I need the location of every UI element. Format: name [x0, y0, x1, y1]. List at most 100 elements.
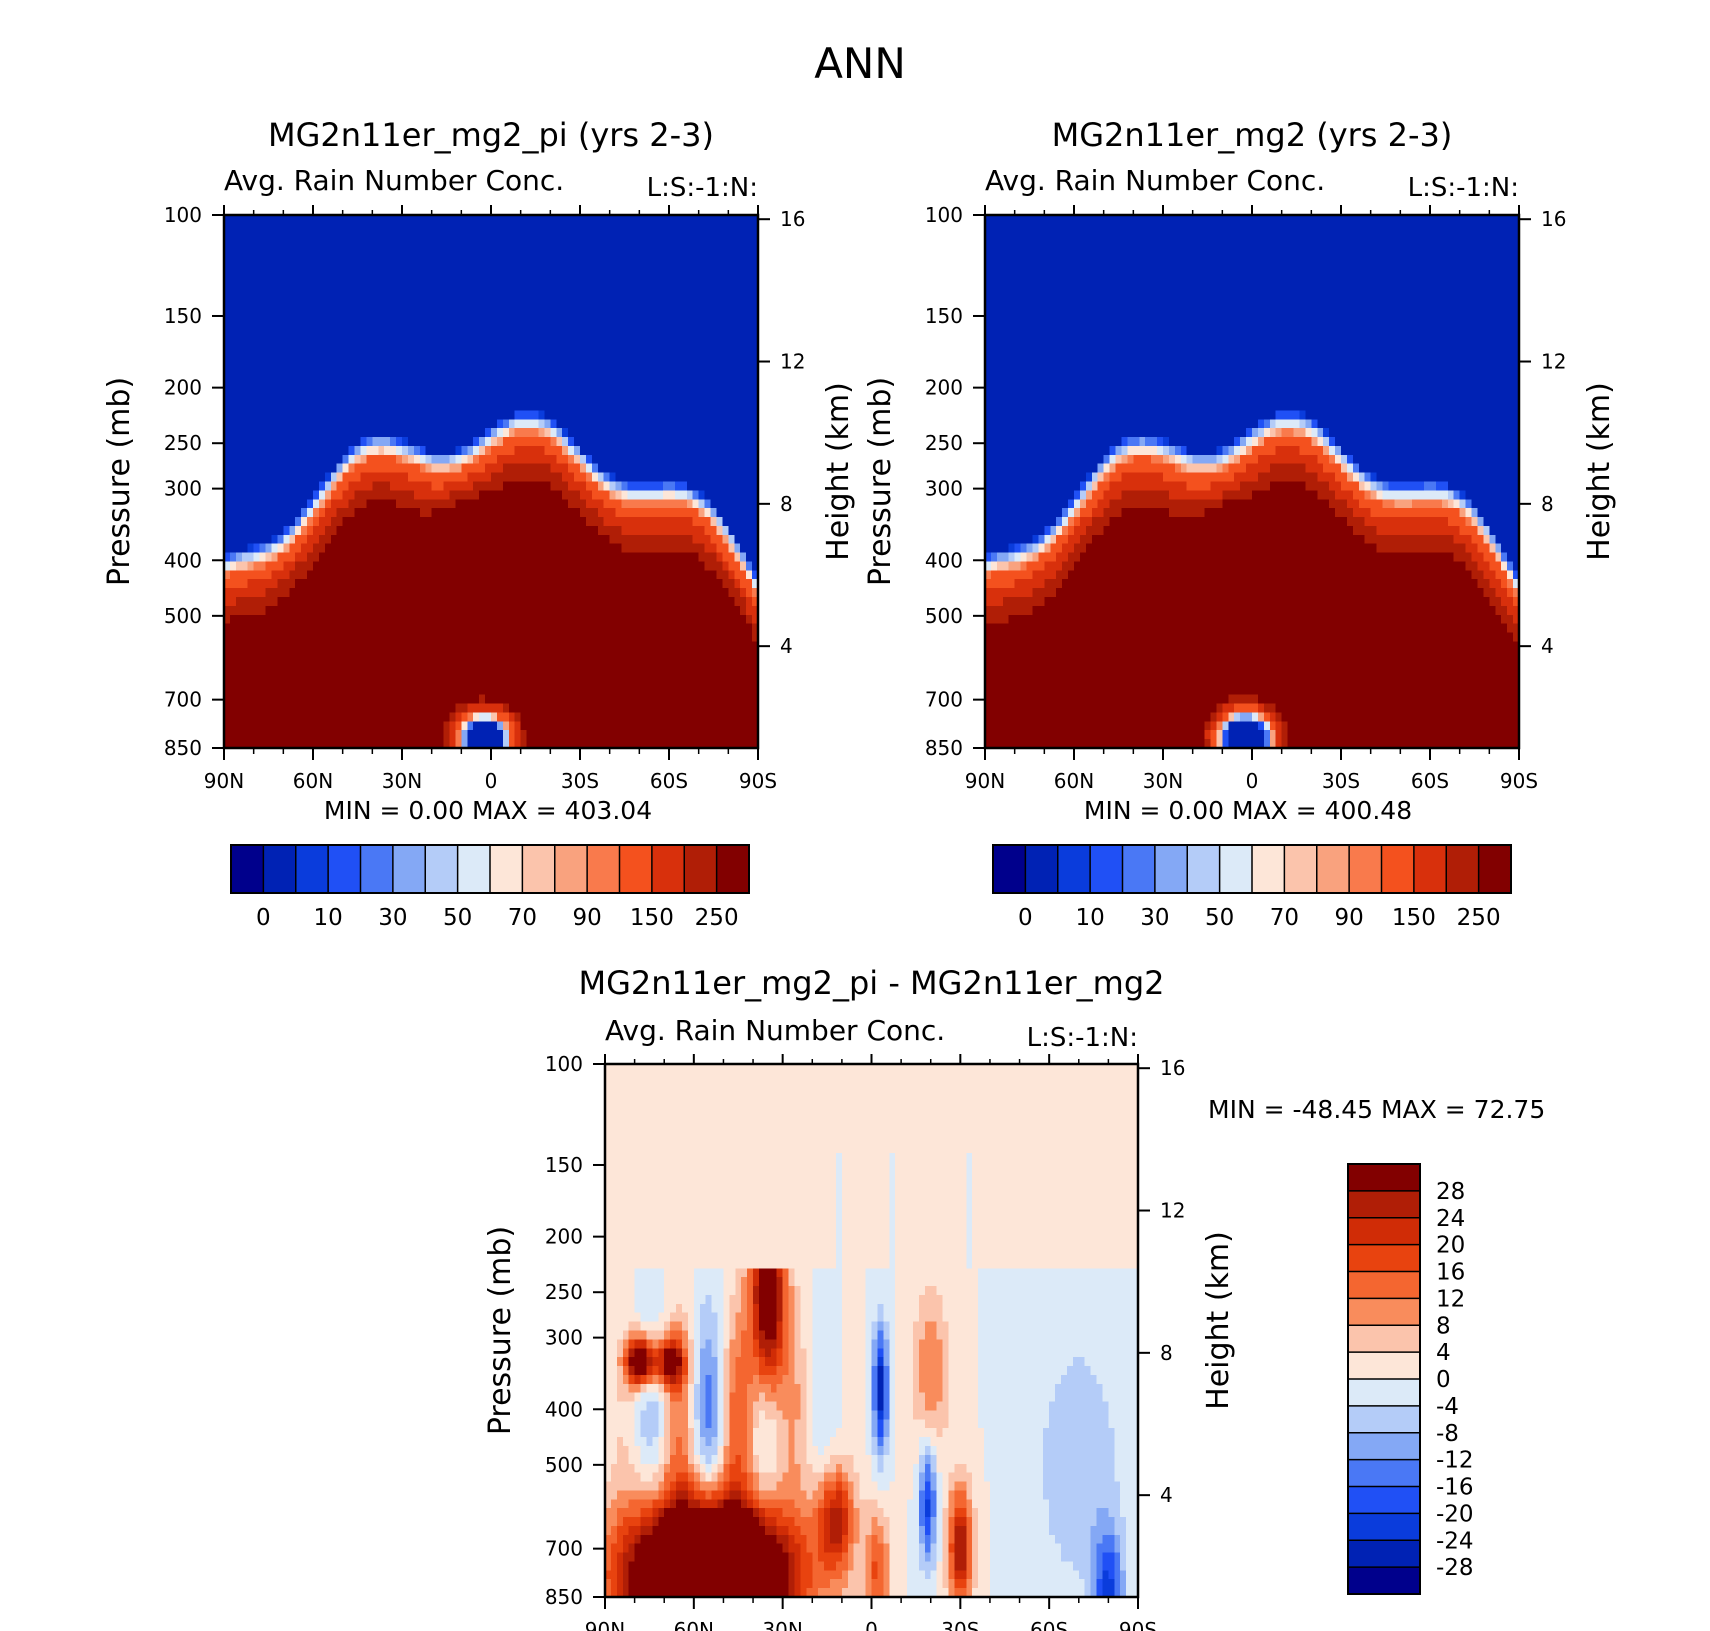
left-field-cell: [301, 223, 308, 234]
left-field-cell: [538, 312, 545, 323]
left-field-cell: [669, 312, 676, 323]
left-field-cell: [680, 330, 688, 340]
left-field-cell: [324, 419, 332, 429]
left-field-cell: [330, 543, 338, 554]
left-field-cell: [651, 383, 658, 394]
left-field-cell: [556, 650, 563, 660]
left-field-cell: [259, 277, 267, 287]
left-field-cell: [651, 517, 658, 527]
left-field-cell: [591, 250, 599, 261]
left-field-cell: [431, 632, 439, 642]
left-field-cell: [639, 650, 646, 660]
left-field-cell: [330, 321, 338, 332]
left-field-cell: [372, 659, 379, 669]
left-field-cell: [734, 534, 741, 545]
left-field-cell: [372, 454, 379, 465]
left-field-cell: [301, 232, 308, 243]
left-field-cell: [443, 570, 451, 580]
left-field-cell: [532, 250, 540, 261]
left-field-cell: [235, 703, 243, 714]
left-field-cell: [716, 374, 723, 385]
left-field-cell: [526, 685, 534, 696]
left-field-cell: [431, 357, 439, 367]
left-field-cell: [633, 499, 640, 509]
left-field-cell: [568, 241, 575, 252]
left-field-cell: [354, 685, 362, 696]
left-field-cell: [431, 641, 439, 651]
left-field-cell: [669, 321, 676, 332]
left-field-cell: [330, 685, 338, 696]
left-field-cell: [734, 579, 741, 589]
left-field-cell: [574, 632, 581, 642]
left-field-cell: [627, 579, 634, 589]
left-field-cell: [259, 339, 267, 349]
left-field-cell: [372, 401, 379, 412]
left-field-cell: [301, 641, 308, 651]
left-field-cell: [449, 605, 456, 616]
left-field-cell: [502, 641, 510, 651]
left-field-cell: [307, 543, 314, 554]
left-field-cell: [556, 401, 563, 412]
left-field-cell: [485, 650, 492, 660]
left-field-cell: [360, 303, 367, 314]
left-field-cell: [704, 463, 712, 474]
left-field-cell: [692, 588, 700, 598]
left-field-cell: [295, 534, 302, 545]
left-field-cell: [396, 419, 403, 429]
left-field-cell: [544, 534, 551, 545]
left-field-cell: [461, 472, 468, 483]
left-field-cell: [532, 694, 540, 705]
left-field-cell: [526, 312, 534, 323]
left-field-cell: [360, 463, 367, 474]
left-field-cell: [657, 286, 664, 296]
left-field-cell: [259, 517, 267, 527]
left-field-cell: [449, 525, 456, 536]
left-field-cell: [663, 596, 670, 607]
left-field-cell: [615, 685, 623, 696]
left-field-cell: [485, 223, 492, 234]
left-field-cell: [461, 632, 468, 642]
left-field-cell: [413, 383, 421, 394]
left-field-cell: [544, 614, 551, 625]
left-field-cell: [609, 357, 617, 367]
left-field-cell: [550, 525, 557, 536]
left-field-cell: [550, 588, 557, 598]
left-field-cell: [336, 419, 344, 429]
left-field-cell: [568, 570, 575, 580]
left-field-cell: [526, 570, 534, 580]
left-field-cell: [437, 614, 445, 625]
left-field-cell: [443, 525, 451, 536]
left-field-cell: [740, 445, 747, 456]
left-field-cell: [496, 241, 504, 252]
left-field-cell: [514, 215, 522, 225]
left-field-cell: [289, 481, 296, 491]
left-field-cell: [645, 685, 652, 696]
left-field-cell: [283, 215, 290, 225]
left-field-cell: [407, 588, 415, 598]
left-field-cell: [591, 321, 599, 332]
left-field-cell: [734, 259, 741, 269]
left-field-cell: [431, 472, 439, 483]
left-field-cell: [330, 437, 338, 447]
left-field-cell: [384, 481, 391, 491]
left-field-cell: [532, 232, 540, 243]
left-field-cell: [740, 374, 747, 385]
left-field-cell: [710, 668, 718, 678]
left-field-cell: [330, 605, 338, 616]
left-field-cell: [591, 383, 599, 394]
left-field-cell: [485, 445, 492, 456]
left-field-cell: [520, 570, 528, 580]
left-field-cell: [437, 321, 445, 332]
left-field-cell: [609, 339, 617, 349]
left-field-cell: [467, 561, 474, 571]
left-field-cell: [271, 525, 278, 536]
left-field-cell: [354, 437, 362, 447]
left-field-cell: [313, 445, 320, 456]
left-field-cell: [437, 543, 445, 554]
left-field-cell: [348, 579, 356, 589]
left-field-cell: [609, 215, 617, 225]
left-field-cell: [461, 241, 468, 252]
left-field-cell: [580, 614, 587, 625]
left-field-cell: [425, 525, 433, 536]
left-field-cell: [437, 250, 445, 261]
